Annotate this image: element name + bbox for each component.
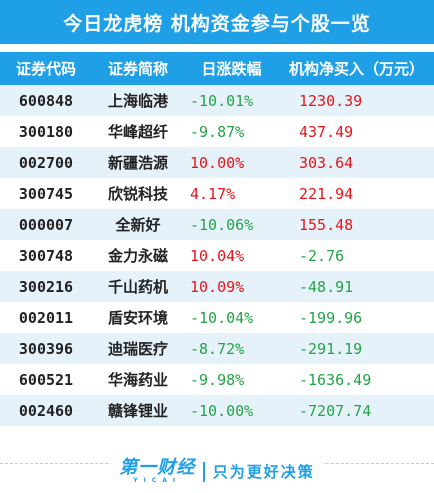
stock-code: 002460 xyxy=(18,401,74,420)
header-code: 证券代码 xyxy=(15,60,76,78)
daily-change: -10.00% xyxy=(190,401,254,420)
yicai-logo: 第一财经 YICAI xyxy=(119,459,195,484)
daily-change: -10.01% xyxy=(190,91,254,110)
table-row: 002460 赣锋锂业 -10.00% -7207.74 xyxy=(0,395,434,426)
table-body: 600848 上海临港 -10.01% 1230.39 300180 华峰超纤 -9.87%… xyxy=(0,85,434,426)
daily-change: -9.87% xyxy=(190,122,245,141)
footer: 第一财经 YICAI 只为更好决策 xyxy=(0,450,434,493)
stock-name: 华峰超纤 xyxy=(107,123,168,141)
net-buy: 1230.39 xyxy=(299,91,363,110)
stock-name: 盾安环境 xyxy=(107,309,168,327)
daily-change: 10.00% xyxy=(190,153,245,172)
logo-main-text: 第一财经 xyxy=(119,457,196,478)
net-buy: 437.49 xyxy=(299,122,354,141)
stock-table: 证券代码 证券简称 日涨跌幅 机构净买入（万元） 600848 上海临港 -10.0… xyxy=(0,52,434,426)
net-buy: -48.91 xyxy=(299,277,354,296)
table-row: 300745 欣锐科技 4.17% 221.94 xyxy=(0,178,434,209)
header-net-buy: 机构净买入（万元） xyxy=(288,60,424,78)
table-row: 600521 华海药业 -9.98% -1636.49 xyxy=(0,364,434,395)
net-buy: 221.94 xyxy=(299,184,354,203)
net-buy: 155.48 xyxy=(299,215,354,234)
table-row: 000007 全新好 -10.06% 155.48 xyxy=(0,209,434,240)
stock-name: 新疆浩源 xyxy=(107,154,168,172)
stock-name: 上海临港 xyxy=(107,92,168,110)
table-row: 300180 华峰超纤 -9.87% 437.49 xyxy=(0,116,434,147)
stock-name: 华海药业 xyxy=(107,371,168,389)
table-header: 证券代码 证券简称 日涨跌幅 机构净买入（万元） xyxy=(0,52,434,85)
net-buy: -7207.74 xyxy=(299,401,372,420)
daily-change: -8.72% xyxy=(190,339,245,358)
table-row: 300748 金力永磁 10.04% -2.76 xyxy=(0,240,434,271)
stock-code: 300180 xyxy=(18,122,74,141)
stock-code: 600848 xyxy=(18,91,74,110)
stock-name: 赣锋锂业 xyxy=(107,402,168,420)
net-buy: -1636.49 xyxy=(299,370,372,389)
table-row: 600848 上海临港 -10.01% 1230.39 xyxy=(0,85,434,116)
header-name: 证券简称 xyxy=(107,60,168,78)
slogan: 只为更好决策 xyxy=(212,463,315,481)
brand-divider xyxy=(203,461,205,482)
stock-name: 迪瑞医疗 xyxy=(107,340,168,358)
daily-change: -10.04% xyxy=(190,308,254,327)
net-buy: -199.96 xyxy=(299,308,363,327)
daily-change: 10.09% xyxy=(190,277,245,296)
stock-code: 002011 xyxy=(18,308,74,327)
stock-name: 全新好 xyxy=(115,216,161,234)
table-row: 002011 盾安环境 -10.04% -199.96 xyxy=(0,302,434,333)
net-buy: 303.64 xyxy=(299,153,354,172)
stock-code: 300748 xyxy=(18,246,74,265)
net-buy: -2.76 xyxy=(299,246,345,265)
stock-name: 欣锐科技 xyxy=(107,185,168,203)
stock-code: 002700 xyxy=(18,153,74,172)
header-change: 日涨跌幅 xyxy=(201,60,262,78)
stock-code: 300745 xyxy=(18,184,74,203)
net-buy: -291.19 xyxy=(299,339,363,358)
daily-change: 4.17% xyxy=(190,184,236,203)
table-row: 002700 新疆浩源 10.00% 303.64 xyxy=(0,147,434,178)
daily-change: -9.98% xyxy=(190,370,245,389)
stock-code: 300396 xyxy=(18,339,74,358)
stock-code: 300216 xyxy=(18,277,74,296)
stock-name: 金力永磁 xyxy=(107,247,168,265)
stock-name: 千山药机 xyxy=(107,278,168,296)
page-title: 今日龙虎榜 机构资金参与个股一览 xyxy=(0,0,434,44)
stock-code: 000007 xyxy=(18,215,74,234)
table-row: 300216 千山药机 10.09% -48.91 xyxy=(0,271,434,302)
daily-change: 10.04% xyxy=(190,246,245,265)
stock-code: 600521 xyxy=(18,370,74,389)
daily-change: -10.06% xyxy=(190,215,254,234)
logo-sub-text: YICAI xyxy=(133,477,182,484)
brand: 第一财经 YICAI 只为更好决策 xyxy=(111,456,323,487)
table-row: 300396 迪瑞医疗 -8.72% -291.19 xyxy=(0,333,434,364)
